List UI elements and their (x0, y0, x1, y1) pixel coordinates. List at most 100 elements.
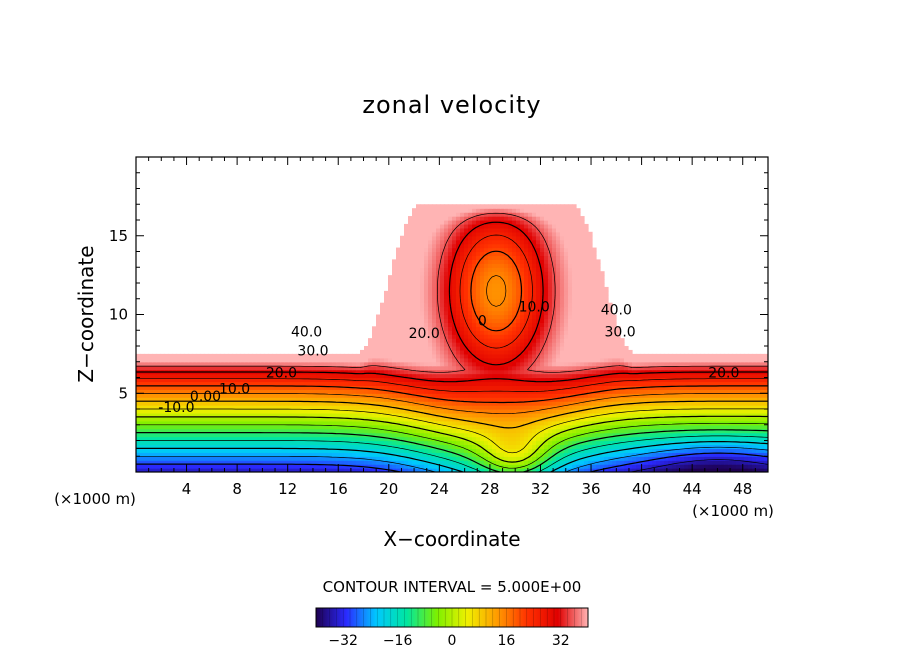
field-cell (280, 440, 285, 446)
field-cell (140, 464, 145, 469)
field-cell (432, 377, 437, 383)
field-cell (720, 412, 725, 418)
field-cell (460, 412, 465, 418)
field-cell (616, 440, 621, 446)
field-cell (632, 456, 637, 461)
field-cell (488, 357, 493, 363)
field-cell (168, 436, 173, 442)
field-cell (184, 357, 189, 363)
field-cell (600, 353, 605, 359)
field-cell (584, 357, 589, 363)
field-cell (596, 361, 601, 367)
field-cell (396, 448, 401, 453)
field-cell (252, 460, 257, 465)
field-cell (496, 464, 501, 469)
field-cell (248, 373, 253, 379)
field-cell (200, 353, 205, 359)
field-cell (428, 432, 433, 438)
field-cell (560, 436, 565, 442)
field-cell (312, 436, 317, 442)
field-cell (288, 393, 293, 398)
field-cell (148, 428, 153, 434)
field-cell (552, 381, 557, 386)
field-cell (220, 428, 225, 434)
field-cell (760, 385, 765, 390)
field-cell (372, 420, 377, 426)
field-cell (372, 342, 377, 347)
field-cell (584, 432, 589, 438)
field-cell (204, 377, 209, 383)
field-cell (172, 412, 177, 418)
field-cell (472, 416, 477, 422)
field-cell (704, 401, 709, 406)
field-cell (420, 385, 425, 390)
field-cell (156, 377, 161, 383)
field-cell (628, 365, 633, 371)
field-cell (600, 409, 605, 414)
field-cell (364, 389, 369, 394)
field-cell (144, 440, 149, 446)
field-cell (604, 448, 609, 453)
field-cell (328, 353, 333, 359)
field-cell (560, 452, 565, 457)
field-cell (692, 393, 697, 398)
field-cell (748, 420, 753, 426)
field-cell (292, 401, 297, 406)
field-cell (372, 381, 377, 386)
field-cell (436, 401, 441, 406)
field-cell (656, 397, 661, 402)
field-cell (548, 365, 553, 371)
field-cell (448, 460, 453, 465)
field-cell (356, 357, 361, 363)
field-cell (140, 401, 145, 406)
field-cell (704, 444, 709, 449)
field-cell (300, 397, 305, 402)
field-cell (364, 468, 369, 472)
field-cell (412, 448, 417, 453)
field-cell (612, 389, 617, 394)
field-cell (748, 468, 753, 472)
field-cell (344, 444, 349, 449)
field-cell (168, 416, 173, 422)
field-cell (444, 353, 449, 359)
field-cell (260, 389, 265, 394)
field-cell (356, 365, 361, 371)
field-cell (148, 456, 153, 461)
field-cell (572, 381, 577, 386)
field-cell (408, 468, 413, 472)
field-cell (392, 353, 397, 359)
field-cell (312, 428, 317, 434)
field-cell (304, 353, 309, 359)
field-cell (432, 448, 437, 453)
field-cell (548, 468, 553, 472)
field-cell (188, 409, 193, 414)
field-cell (736, 409, 741, 414)
field-cell (484, 460, 489, 465)
field-cell (200, 436, 205, 442)
field-cell (644, 460, 649, 465)
field-cell (484, 346, 489, 351)
field-cell (644, 373, 649, 379)
field-cell (208, 381, 213, 386)
field-cell (164, 460, 169, 465)
field-cell (660, 373, 665, 379)
field-cell (556, 444, 561, 449)
field-cell (492, 353, 497, 359)
field-cell (260, 397, 265, 402)
field-cell (244, 420, 249, 426)
field-cell (288, 409, 293, 414)
field-cell (244, 361, 249, 367)
field-cell (668, 448, 673, 453)
field-cell (268, 377, 273, 383)
field-cell (504, 361, 509, 367)
field-cell (720, 436, 725, 442)
field-cell (568, 436, 573, 442)
field-cell (268, 444, 273, 449)
field-cell (712, 464, 717, 469)
field-cell (660, 369, 665, 375)
field-cell (588, 377, 593, 383)
field-cell (300, 416, 305, 422)
field-cell (432, 405, 437, 410)
field-cell (328, 468, 333, 472)
field-cell (180, 448, 185, 453)
